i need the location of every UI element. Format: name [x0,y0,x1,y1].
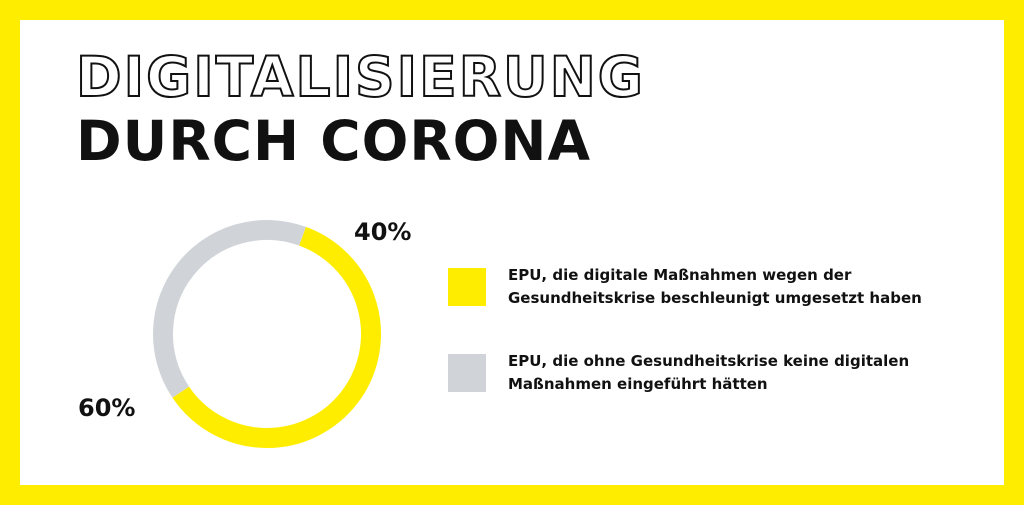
legend-swatch-yellow [448,268,486,306]
percentage-label-gray: 40% [354,218,411,246]
legend-swatch-gray [448,354,486,392]
legend-label-gray: EPU, die ohne Gesundheitskrise keine dig… [508,352,910,393]
legend-item-yellow: EPU, die digitale Maßnahmen wegen der Ge… [448,264,978,310]
legend-label-yellow: EPU, die digitale Maßnahmen wegen der Ge… [508,266,922,307]
title-line-outline: DIGITALISIERUNG [75,45,645,109]
percentage-label-yellow: 60% [78,394,135,422]
legend-item-gray: EPU, die ohne Gesundheitskrise keine dig… [448,350,978,396]
donut-slice-gray [153,220,306,398]
title-line-solid: DURCH CORONA [76,109,592,173]
donut-slice-yellow [172,226,381,448]
